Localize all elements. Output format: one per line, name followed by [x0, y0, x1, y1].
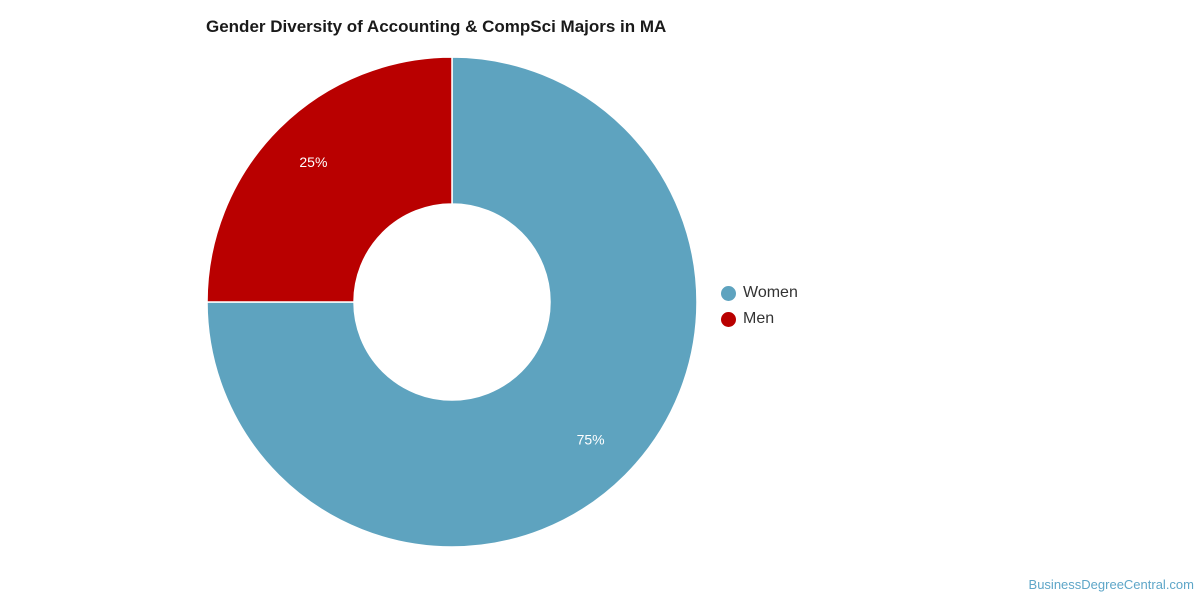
chart-legend: Women Men	[721, 280, 798, 332]
legend-item-men[interactable]: Men	[721, 306, 798, 332]
legend-item-women[interactable]: Women	[721, 280, 798, 306]
legend-label-women: Women	[743, 284, 798, 301]
chart-title: Gender Diversity of Accounting & CompSci…	[206, 17, 667, 36]
slice-women[interactable]	[206, 56, 698, 548]
legend-label-men: Men	[743, 310, 775, 327]
donut-slices	[206, 56, 698, 548]
watermark[interactable]: BusinessDegreeCentral.com	[1028, 577, 1194, 592]
slice-men[interactable]	[206, 56, 453, 303]
slice-label-men: 25%	[299, 154, 327, 170]
slice-label-women: 75%	[577, 431, 605, 447]
legend-swatch-women	[721, 285, 736, 301]
donut-slice-labels: 75% 25%	[299, 154, 604, 447]
legend-swatch-men	[721, 311, 736, 327]
